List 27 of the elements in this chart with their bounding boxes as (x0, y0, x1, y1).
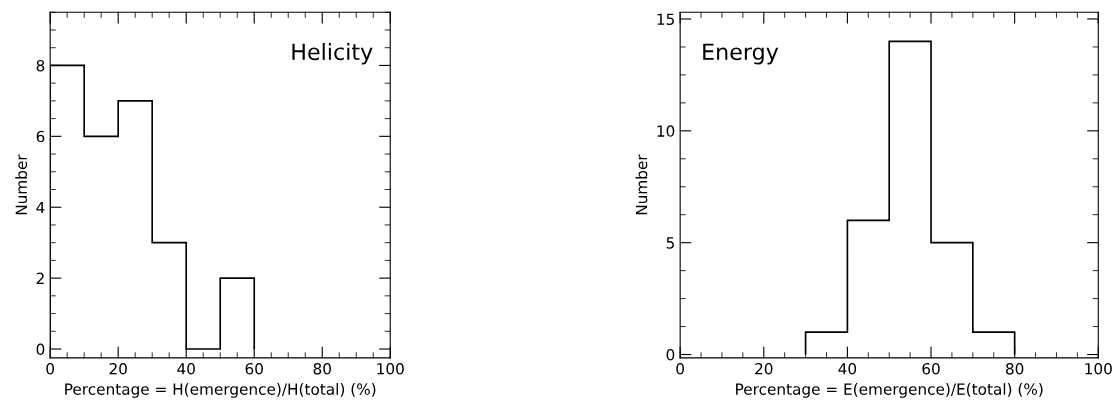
x-tick-label: 20 (109, 363, 127, 375)
y-tick-label: 5 (666, 237, 674, 249)
x-tick-label: 100 (377, 363, 404, 375)
y-axis-title: Number (15, 154, 28, 215)
y-tick-label: 4 (36, 201, 45, 214)
y-tick-label: 2 (36, 272, 44, 284)
x-tick-label: 80 (1005, 363, 1024, 375)
y-tick-label: 0 (36, 343, 45, 356)
x-tick-label: 60 (922, 363, 940, 375)
y-tick-label: 8 (36, 59, 45, 72)
y-tick-label: 6 (36, 130, 45, 143)
x-tick-label: 80 (313, 363, 331, 375)
annotation: Helicity (292, 42, 373, 65)
y-tick-label: 0 (666, 348, 675, 361)
annotation: Energy (703, 43, 779, 65)
x-tick-label: 0 (46, 363, 55, 375)
x-tick-label: 100 (1085, 363, 1112, 375)
x-tick-label: 40 (838, 363, 857, 375)
y-tick-label: 15 (657, 13, 674, 25)
x-tick-label: 0 (676, 363, 684, 375)
x-tick-label: 20 (755, 363, 773, 375)
y-tick-label: 10 (657, 125, 675, 137)
x-tick-label: 40 (177, 363, 195, 375)
x-axis-title: Percentage = E(emergence)/E(total) (%) (736, 383, 1043, 398)
x-tick-label: 60 (245, 363, 263, 375)
y-axis-title: Number (635, 154, 648, 215)
x-axis-title: Percentage = H(emergence)/H(total) (%) (65, 383, 376, 398)
